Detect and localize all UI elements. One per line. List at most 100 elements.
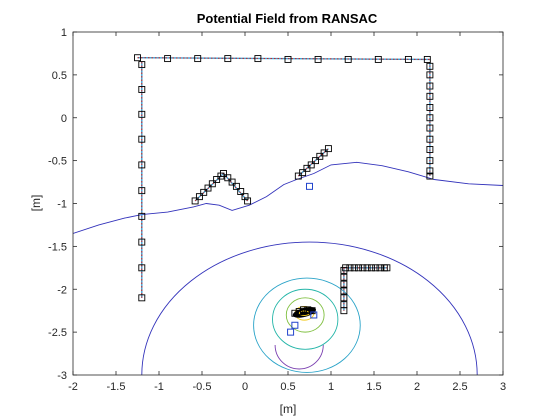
contour-outer: [73, 161, 503, 234]
x-tick-label: -2: [68, 381, 78, 393]
square-marker: [254, 55, 262, 63]
y-tick-label: -2: [57, 284, 67, 296]
square-marker: [138, 294, 146, 302]
square-marker: [426, 124, 434, 132]
x-tick-label: 1: [328, 381, 334, 393]
square-marker: [312, 157, 319, 165]
x-axis: -2 -1.5 -1 -0.5 0 0.5 1 1.5 2 2.5 3: [68, 32, 506, 393]
square-marker: [232, 182, 240, 190]
square-marker: [208, 180, 216, 188]
y-tick-label: 0: [61, 113, 67, 125]
square-marker: [300, 306, 307, 314]
wall-inlier-points: [223, 173, 248, 202]
square-marker: [342, 264, 350, 272]
square-marker: [228, 178, 236, 186]
square-marker: [426, 82, 434, 90]
square-marker: [299, 169, 307, 177]
square-marker: [363, 264, 371, 272]
square-marker: [204, 184, 212, 192]
square-marker: [340, 287, 348, 295]
square-marker: [138, 135, 146, 143]
contour-ring-2: [253, 277, 361, 373]
square-marker: [359, 264, 367, 272]
square-marker: [426, 92, 434, 100]
x-tick-label: 0.5: [280, 381, 295, 393]
contour-ring-4: [285, 297, 325, 333]
y-tick-label: 1: [61, 27, 67, 39]
square-marker: [383, 264, 391, 272]
square-marker: [344, 55, 352, 63]
contour-ring-purple: [274, 344, 324, 370]
square-marker: [314, 55, 322, 63]
y-axis: 1 0.5 0 -0.5 -1 -1.5 -2 -2.5 -3: [48, 27, 503, 382]
square-marker: [308, 307, 316, 315]
square-marker: [355, 264, 362, 272]
square-marker: [340, 294, 348, 302]
x-axis-label: [m]: [280, 402, 297, 416]
square-marker: [340, 307, 348, 315]
square-marker: [426, 135, 434, 143]
square-marker: [350, 264, 358, 272]
square-marker: [307, 161, 315, 169]
square-marker: [376, 264, 384, 272]
blue-marker: [310, 311, 318, 319]
square-marker: [295, 308, 303, 315]
blue-marker: [306, 182, 313, 190]
square-marker: [138, 264, 146, 272]
x-tick-label: 3: [500, 381, 506, 393]
x-tick-label: -1.5: [107, 381, 126, 393]
square-marker: [404, 55, 412, 63]
square-marker: [194, 55, 202, 63]
square-marker: [426, 146, 434, 153]
square-marker: [138, 238, 146, 246]
square-marker: [426, 157, 434, 165]
y-tick-label: -1: [57, 199, 67, 211]
square-marker: [224, 174, 232, 182]
square-marker: [423, 55, 431, 63]
square-marker: [426, 167, 434, 175]
x-tick-label: -1: [154, 381, 164, 393]
square-marker: [372, 264, 380, 272]
square-marker: [138, 187, 146, 195]
square-marker: [340, 280, 348, 288]
x-tick-label: -0.5: [193, 381, 212, 393]
y-tick-label: -1.5: [48, 241, 67, 253]
square-marker: [224, 55, 232, 63]
square-marker: [304, 306, 312, 314]
square-marker: [284, 55, 292, 63]
square-marker: [138, 161, 146, 169]
x-tick-label: 2: [414, 381, 420, 393]
square-marker: [426, 104, 434, 111]
square-marker: [426, 71, 434, 79]
square-marker: [237, 188, 245, 195]
y-tick-label: -0.5: [48, 156, 67, 168]
x-tick-label: 0: [242, 381, 248, 393]
square-marker: [164, 55, 172, 63]
blue-marker: [291, 321, 299, 329]
y-tick-label: -2.5: [48, 327, 67, 339]
square-marker: [138, 212, 146, 220]
contour-large-ring: [141, 241, 478, 375]
square-marker: [346, 264, 354, 272]
square-marker: [324, 145, 332, 153]
y-tick-label: -3: [57, 370, 67, 382]
plot-area: [73, 54, 503, 375]
square-marker: [426, 114, 434, 122]
square-marker: [138, 110, 146, 118]
y-tick-label: 0.5: [52, 70, 67, 82]
square-marker: [138, 86, 146, 93]
square-marker: [426, 172, 434, 180]
contour-ring-3: [272, 288, 339, 350]
x-tick-label: 1.5: [366, 381, 381, 393]
wall-inlier-points: [194, 173, 224, 202]
square-marker: [138, 61, 146, 69]
square-marker: [220, 170, 227, 177]
square-marker: [374, 55, 382, 63]
square-marker: [426, 62, 434, 70]
square-marker: [200, 188, 208, 196]
square-marker: [340, 273, 348, 281]
square-marker: [134, 54, 141, 62]
square-marker: [191, 197, 199, 205]
